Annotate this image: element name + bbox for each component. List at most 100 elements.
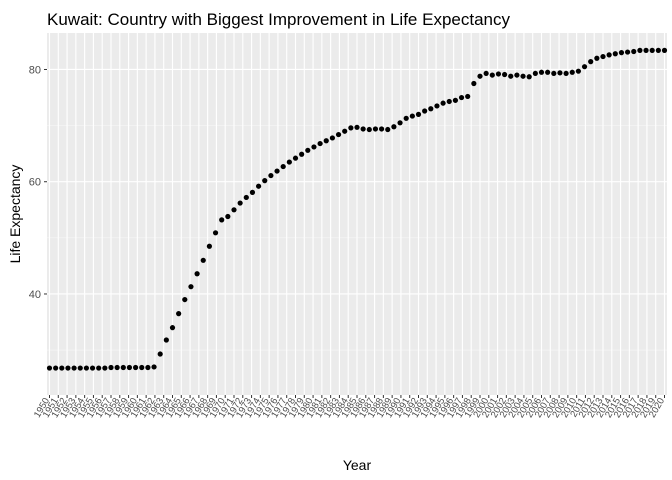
- data-point: [391, 124, 397, 130]
- data-point: [335, 131, 342, 138]
- data-point: [65, 365, 71, 371]
- data-point: [114, 364, 120, 371]
- data-point: [655, 47, 661, 53]
- data-point: [305, 147, 311, 153]
- data-point: [354, 124, 360, 130]
- data-point: [649, 47, 655, 53]
- data-point: [434, 103, 440, 109]
- data-point: [643, 47, 649, 53]
- data-point: [557, 70, 563, 76]
- data-point: [243, 194, 249, 201]
- data-point: [256, 183, 262, 189]
- data-point: [563, 70, 569, 77]
- y-tick-label: 40: [29, 289, 41, 301]
- y-axis: 40 60 80: [29, 64, 47, 301]
- data-point: [317, 140, 323, 147]
- data-point: [612, 51, 618, 57]
- data-point: [194, 271, 200, 277]
- data-point: [268, 172, 274, 179]
- data-point: [385, 126, 391, 133]
- data-point: [225, 213, 231, 220]
- data-point: [606, 52, 612, 58]
- data-point: [415, 111, 422, 117]
- data-point: [422, 108, 428, 114]
- data-point: [428, 106, 434, 112]
- data-point: [403, 115, 409, 121]
- data-point: [188, 284, 194, 290]
- data-point: [219, 217, 225, 223]
- data-point: [53, 365, 59, 371]
- data-points: [46, 47, 668, 371]
- data-point: [483, 70, 489, 77]
- data-point: [372, 126, 379, 132]
- data-point: [231, 207, 237, 213]
- data-point: [102, 365, 108, 371]
- data-point: [446, 98, 452, 105]
- data-point: [311, 144, 317, 150]
- data-point: [182, 296, 188, 303]
- major-gridlines: [47, 33, 667, 395]
- data-point: [286, 159, 292, 165]
- data-point: [551, 70, 557, 77]
- data-point: [661, 47, 668, 53]
- data-point: [108, 364, 114, 371]
- data-point: [96, 365, 102, 371]
- data-point: [139, 364, 145, 371]
- data-point: [237, 200, 243, 206]
- data-point: [594, 55, 600, 61]
- data-point: [151, 364, 157, 370]
- data-point: [133, 364, 139, 371]
- data-point: [206, 243, 212, 249]
- data-point: [545, 69, 551, 75]
- data-point: [59, 365, 65, 371]
- data-point: [538, 69, 545, 75]
- data-point: [280, 163, 286, 170]
- data-point: [471, 80, 477, 87]
- data-point: [397, 120, 403, 126]
- data-point: [329, 135, 335, 141]
- data-point: [458, 94, 465, 101]
- data-point: [520, 73, 526, 79]
- data-point: [299, 151, 305, 157]
- data-point: [502, 71, 508, 78]
- data-point: [348, 125, 354, 131]
- data-point: [452, 97, 458, 103]
- x-axis: 1950195119521953195419551956195719581959…: [32, 395, 667, 420]
- y-tick-label: 60: [29, 177, 41, 189]
- data-point: [157, 351, 163, 357]
- data-point: [262, 178, 268, 184]
- data-point: [532, 70, 538, 77]
- data-point: [465, 93, 471, 100]
- data-point: [274, 168, 280, 174]
- data-point: [169, 325, 176, 331]
- data-point: [212, 230, 219, 236]
- data-point: [89, 365, 96, 371]
- data-point: [581, 64, 588, 70]
- data-point: [200, 257, 206, 263]
- data-point: [637, 47, 643, 53]
- data-point: [83, 365, 89, 371]
- chart-title: Kuwait: Country with Biggest Improvement…: [47, 10, 510, 29]
- data-point: [342, 128, 348, 134]
- data-point: [588, 59, 594, 65]
- data-point: [625, 49, 631, 55]
- data-point: [508, 73, 514, 79]
- data-point: [77, 365, 83, 371]
- data-point: [292, 155, 299, 161]
- data-point: [249, 189, 256, 195]
- data-point: [366, 126, 372, 133]
- data-point: [163, 337, 169, 343]
- data-point: [323, 138, 329, 144]
- data-point: [379, 126, 385, 132]
- data-point: [495, 71, 502, 77]
- data-point: [409, 113, 415, 119]
- data-point: [618, 50, 625, 56]
- data-point: [440, 100, 446, 106]
- data-point: [46, 365, 53, 371]
- data-point: [120, 364, 126, 371]
- data-point: [477, 73, 483, 79]
- data-point: [126, 364, 133, 371]
- y-axis-title: Life Expectancy: [7, 165, 23, 264]
